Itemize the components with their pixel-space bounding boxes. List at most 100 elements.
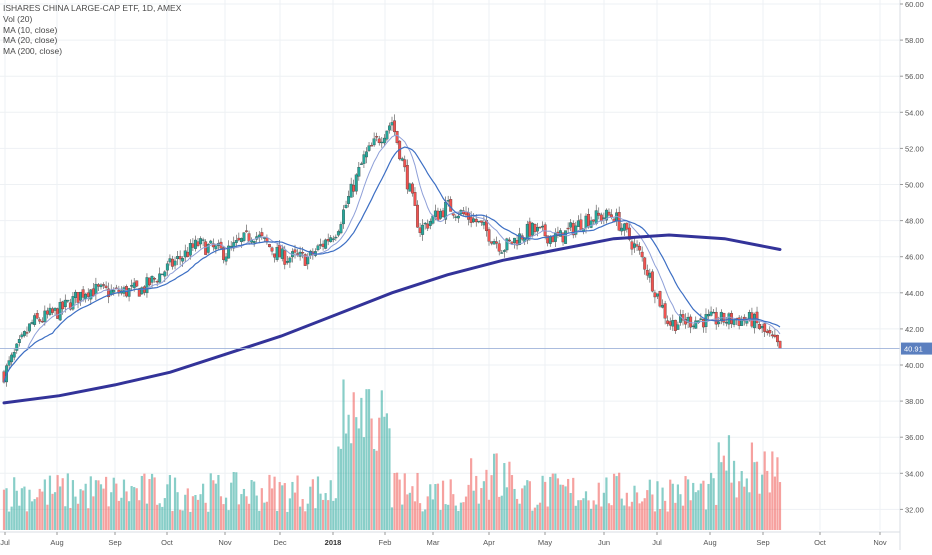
candle[interactable] (20, 332, 24, 340)
candle[interactable] (12, 347, 16, 361)
candle[interactable] (372, 132, 376, 147)
candle[interactable] (497, 239, 501, 256)
candle[interactable] (487, 227, 491, 246)
candle[interactable] (408, 182, 412, 192)
candle[interactable] (745, 316, 749, 327)
candle[interactable] (410, 182, 414, 197)
candle[interactable] (303, 253, 307, 266)
candle[interactable] (227, 240, 231, 259)
candle[interactable] (234, 234, 238, 248)
candle[interactable] (359, 161, 363, 165)
candle[interactable] (56, 307, 60, 320)
candle[interactable] (393, 114, 397, 137)
candle[interactable] (421, 219, 425, 241)
candle[interactable] (33, 313, 37, 327)
candle[interactable] (324, 238, 328, 250)
candle[interactable] (377, 135, 381, 146)
candle[interactable] (479, 220, 483, 226)
candle[interactable] (607, 208, 611, 217)
candle[interactable] (505, 237, 509, 253)
candle[interactable] (365, 147, 368, 164)
candle[interactable] (135, 280, 139, 288)
candle[interactable] (342, 205, 345, 229)
candle[interactable] (66, 299, 70, 303)
candle[interactable] (331, 235, 335, 243)
candle[interactable] (38, 317, 42, 325)
candle[interactable] (25, 326, 29, 337)
candle[interactable] (500, 249, 504, 254)
candle[interactable] (17, 335, 21, 347)
candle[interactable] (775, 334, 779, 347)
candle[interactable] (268, 243, 271, 248)
candle[interactable] (188, 239, 192, 260)
candle[interactable] (354, 173, 358, 195)
candle[interactable] (58, 298, 62, 321)
candle[interactable] (316, 243, 320, 252)
candle[interactable] (206, 243, 210, 254)
candle[interactable] (530, 222, 534, 238)
candle[interactable] (704, 308, 708, 334)
candle[interactable] (288, 256, 292, 268)
candle[interactable] (763, 323, 767, 337)
candle[interactable] (638, 242, 642, 255)
candle[interactable] (640, 246, 644, 262)
candle[interactable] (35, 309, 39, 320)
candle[interactable] (209, 239, 213, 244)
candle[interactable] (71, 292, 75, 311)
candle[interactable] (112, 287, 116, 296)
candle[interactable] (127, 287, 131, 302)
candle[interactable] (405, 159, 409, 194)
candle[interactable] (148, 277, 151, 287)
candle[interactable] (676, 321, 680, 330)
candle[interactable] (362, 150, 366, 168)
candle[interactable] (502, 249, 506, 258)
candle[interactable] (357, 162, 361, 181)
candle[interactable] (173, 256, 177, 270)
candle[interactable] (102, 282, 106, 289)
candle[interactable] (158, 267, 162, 283)
candle[interactable] (7, 356, 11, 370)
candle[interactable] (387, 122, 391, 134)
candle[interactable] (28, 323, 31, 333)
candle[interactable] (416, 200, 419, 228)
candle[interactable] (635, 240, 639, 252)
candle[interactable] (10, 352, 14, 367)
candle[interactable] (451, 213, 455, 219)
candle[interactable] (768, 326, 772, 337)
candle[interactable] (145, 273, 149, 298)
candle[interactable] (538, 226, 542, 230)
candle[interactable] (507, 237, 511, 243)
candle[interactable] (413, 187, 417, 206)
candle[interactable] (564, 230, 568, 244)
candle[interactable] (495, 236, 499, 249)
candle[interactable] (81, 285, 85, 302)
candle[interactable] (334, 234, 338, 241)
candle[interactable] (339, 221, 343, 235)
candle[interactable] (104, 281, 108, 291)
candle[interactable] (201, 237, 205, 247)
candle[interactable] (658, 290, 662, 308)
candle[interactable] (650, 269, 654, 293)
candle[interactable] (232, 236, 236, 252)
candle[interactable] (63, 294, 67, 313)
candle[interactable] (755, 306, 759, 329)
candle[interactable] (597, 207, 601, 220)
candle[interactable] (423, 222, 427, 230)
candle[interactable] (153, 276, 157, 283)
candle[interactable] (395, 130, 399, 145)
candle[interactable] (283, 245, 287, 270)
candle[interactable] (165, 260, 169, 276)
candle[interactable] (426, 219, 430, 232)
candle[interactable] (403, 155, 407, 172)
candle[interactable] (178, 250, 182, 266)
candle[interactable] (181, 256, 185, 267)
candle[interactable] (199, 236, 203, 249)
candle[interactable] (643, 256, 647, 275)
candle[interactable] (140, 286, 144, 295)
candle[interactable] (160, 273, 164, 276)
candle[interactable] (99, 283, 103, 290)
candle[interactable] (51, 306, 54, 316)
candle[interactable] (270, 246, 274, 256)
candle[interactable] (645, 264, 649, 280)
